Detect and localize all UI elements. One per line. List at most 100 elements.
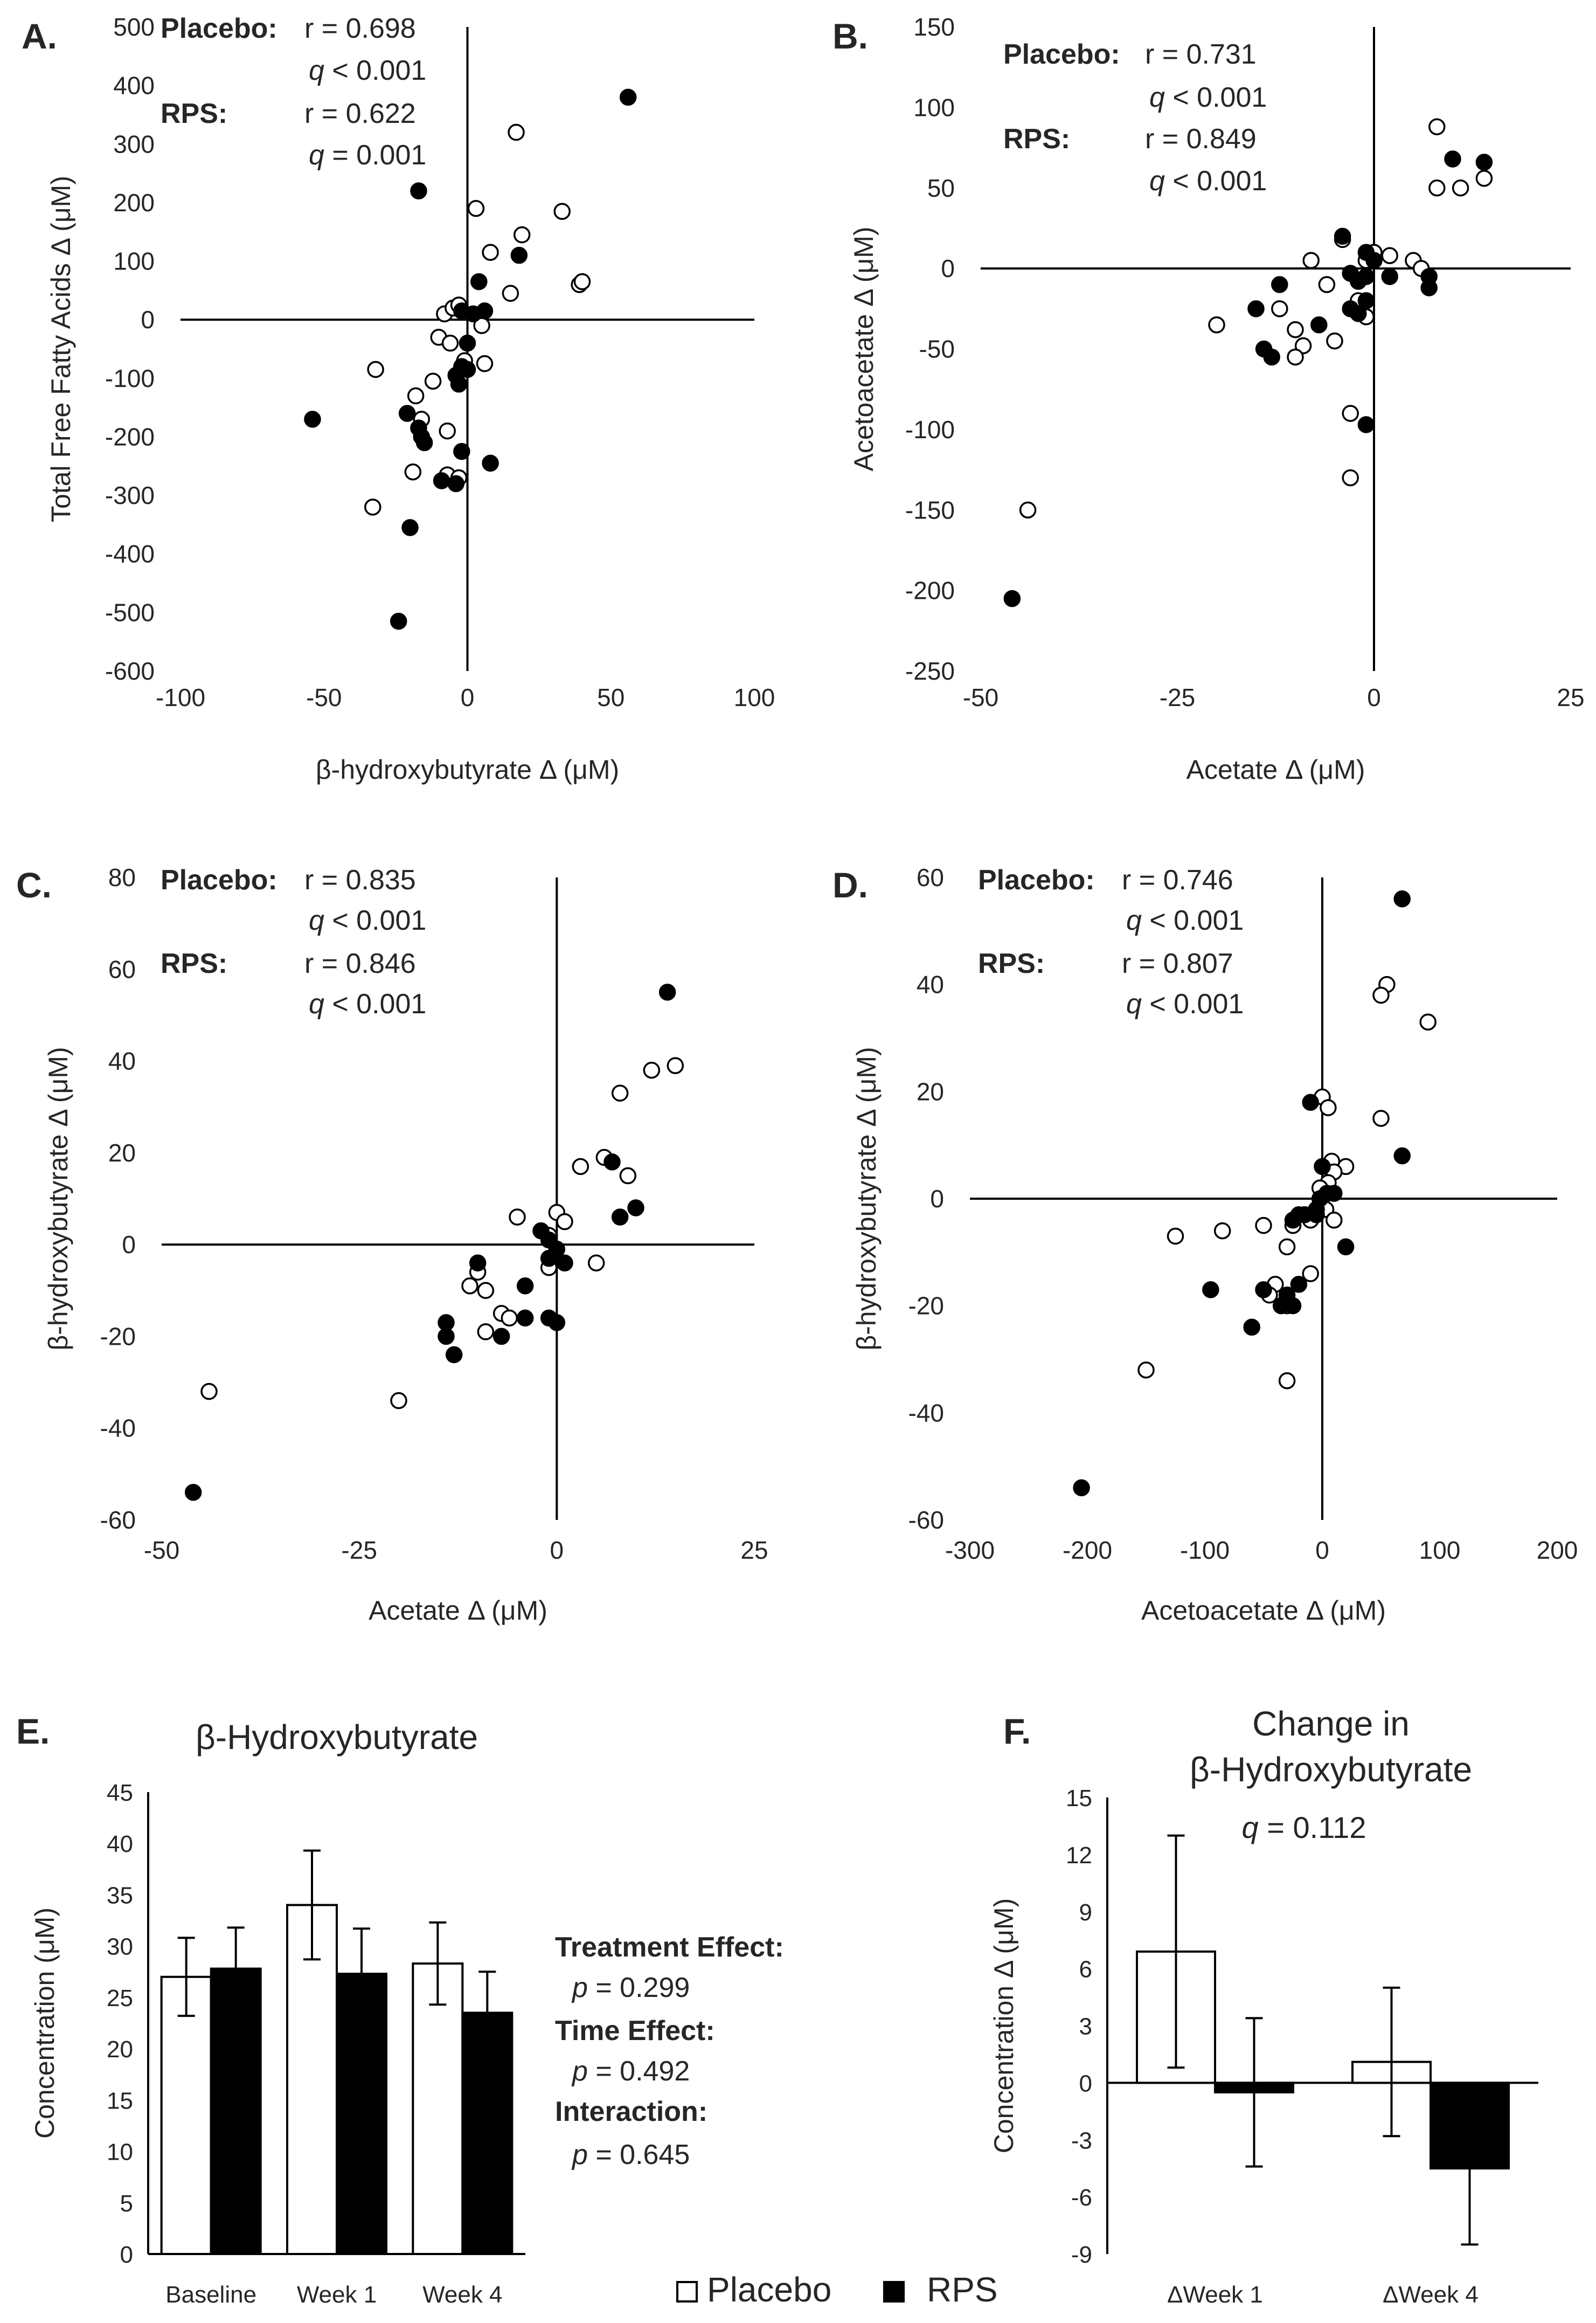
placebo-point <box>1381 247 1398 264</box>
category-label: Baseline <box>165 2281 256 2308</box>
rps-point <box>1420 279 1438 296</box>
rps-point <box>476 302 494 320</box>
x-tick-label: -200 <box>1063 1536 1112 1564</box>
placebo-point <box>390 1392 407 1409</box>
rps-point <box>1334 227 1351 245</box>
y-tick-label: 0 <box>122 1230 136 1259</box>
y-tick-label: -20 <box>100 1322 136 1350</box>
rps-point <box>184 1484 202 1501</box>
stat-q-rps: q < 0.001 <box>1149 165 1267 197</box>
placebo-point <box>1137 1361 1155 1379</box>
y-tick-label: 10 <box>107 2139 133 2166</box>
placebo-point <box>619 1167 637 1185</box>
rps-point <box>540 1249 558 1267</box>
y-tick-label: 15 <box>1066 1785 1092 1812</box>
y-tick-label: 60 <box>917 863 944 891</box>
y-tick-label: -200 <box>905 577 955 605</box>
rps-point <box>1302 1094 1319 1111</box>
panel-label: A. <box>22 16 57 56</box>
rps-point <box>470 273 488 291</box>
placebo-point <box>1372 986 1390 1004</box>
y-tick-label: 35 <box>107 1882 133 1909</box>
stat-group-rps: RPS: <box>1003 123 1070 155</box>
rps-point <box>410 182 427 199</box>
rps-point <box>1326 1185 1343 1202</box>
y-tick-label: 12 <box>1066 1842 1092 1869</box>
stat-q-placebo: q < 0.001 <box>309 55 426 86</box>
y-tick-label: 80 <box>108 863 136 891</box>
x-tick-label: 50 <box>597 683 624 711</box>
placebo-point <box>509 1208 526 1226</box>
rps-point <box>1003 590 1021 607</box>
rps-point <box>453 443 470 460</box>
panel-label: B. <box>832 16 868 56</box>
y-axis-label: Total Free Fatty Acids Δ (μM) <box>46 176 76 522</box>
placebo-point <box>364 499 381 516</box>
rps-point <box>390 612 407 630</box>
rps-point <box>1350 305 1367 322</box>
placebo-point <box>1342 469 1359 487</box>
y-tick-label: 9 <box>1079 1899 1092 1926</box>
y-tick-label: 20 <box>917 1077 944 1105</box>
y-tick-label: -600 <box>105 657 155 685</box>
stats-label: Time Effect: <box>555 2015 715 2047</box>
placebo-point <box>573 273 591 291</box>
stat-q-rps: q < 0.001 <box>1126 988 1244 1020</box>
y-tick-label: 100 <box>913 93 955 121</box>
placebo-point <box>508 123 525 141</box>
y-tick-label: 3 <box>1079 2014 1092 2040</box>
rps-bar <box>210 1967 262 2255</box>
placebo-point <box>439 422 456 440</box>
placebo-point <box>1271 300 1288 317</box>
placebo-point <box>404 463 422 481</box>
x-tick-label: 0 <box>461 683 475 711</box>
rps-point <box>1393 1147 1411 1165</box>
q-value-annotation: q = 0.112 <box>1242 1810 1366 1844</box>
y-tick-label: -9 <box>1071 2242 1092 2268</box>
y-axis-label: Acetoacetate Δ (μM) <box>849 226 879 471</box>
rps-point <box>548 1314 566 1331</box>
stat-q-rps: q = 0.001 <box>309 140 426 171</box>
stat-group-placebo: Placebo: <box>161 865 277 896</box>
stat-r-rps: r = 0.807 <box>1122 948 1233 979</box>
placebo-point <box>1372 1110 1390 1127</box>
x-axis-label: β-hydroxybutyrate Δ (μM) <box>316 755 619 785</box>
stat-group-placebo: Placebo: <box>1003 39 1120 70</box>
placebo-point <box>643 1061 661 1079</box>
rps-point <box>1271 276 1288 293</box>
y-tick-label: -300 <box>105 481 155 509</box>
scatter-panel-a: -100 -50 0 50 100-600-500-400-300-200-100010… <box>22 13 775 785</box>
placebo-point <box>1208 316 1225 334</box>
placebo-point <box>1302 252 1320 269</box>
rps-point <box>556 1254 573 1271</box>
placebo-point <box>1167 1227 1184 1245</box>
scatter-panel-b: -50 -25 0 25-250-200-150-100-50050100150Ace… <box>832 13 1585 785</box>
stats-p-value: p = 0.645 <box>571 2139 690 2170</box>
panel-label: E. <box>16 1711 50 1751</box>
stat-group-placebo: Placebo: <box>978 865 1095 896</box>
rps-point <box>304 411 321 428</box>
rps-point <box>1202 1281 1219 1298</box>
stat-group-rps: RPS: <box>161 98 227 129</box>
y-tick-label: 5 <box>120 2190 133 2217</box>
placebo-point <box>1287 348 1304 366</box>
placebo-point <box>1294 337 1312 355</box>
rps-point <box>1255 1281 1272 1298</box>
y-tick-label: 0 <box>930 1185 944 1213</box>
placebo-point <box>467 200 485 217</box>
category-label: Week 1 <box>297 2281 377 2308</box>
y-tick-label: -60 <box>100 1506 136 1534</box>
stat-r-rps: r = 0.622 <box>304 98 416 129</box>
y-tick-label: -500 <box>105 598 155 626</box>
rps-point <box>450 375 468 393</box>
rps-point <box>1308 1206 1325 1223</box>
placebo-point <box>1452 179 1469 197</box>
placebo-point <box>1428 179 1446 197</box>
x-axis-label: Acetoacetate Δ (μM) <box>1141 1595 1386 1626</box>
y-tick-label: 40 <box>107 1831 133 1857</box>
x-tick-label: 100 <box>734 683 775 711</box>
y-tick-label: -50 <box>919 335 955 363</box>
placebo-point <box>1326 332 1343 350</box>
placebo-point <box>407 387 425 405</box>
stat-group-rps: RPS: <box>161 948 227 979</box>
